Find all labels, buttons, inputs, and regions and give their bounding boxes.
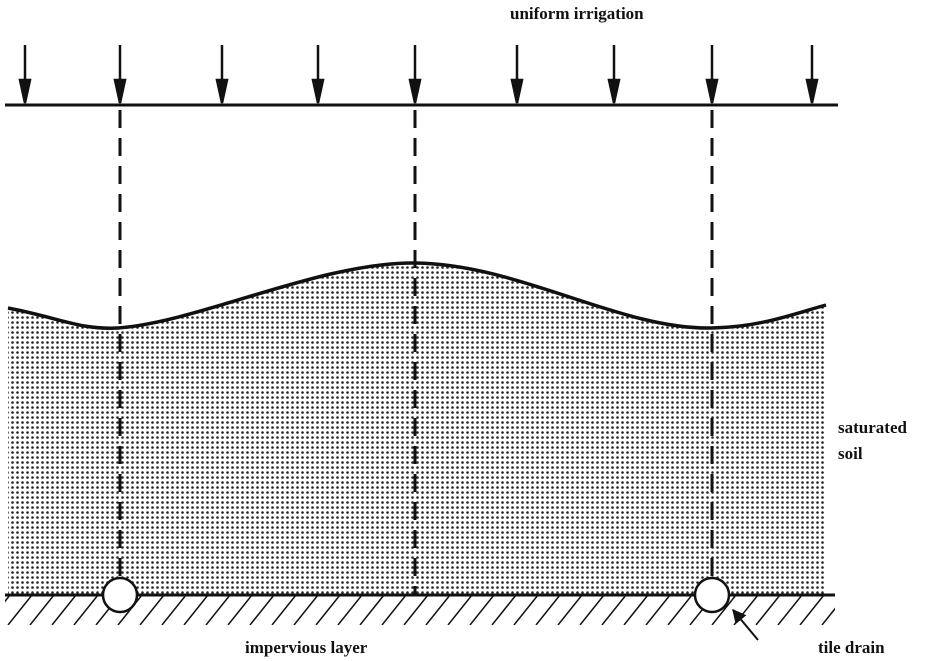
arrow-head [805,78,819,104]
hatch-line [73,595,99,625]
arrow-head [408,78,422,104]
hatch-line [7,595,33,625]
hatch-line [601,595,627,625]
arrow-head [510,78,524,104]
drain-pointer [732,608,759,641]
hatch-line [667,595,693,625]
hatch-line [645,595,671,625]
hatch-line [139,595,165,625]
hatch-line [5,595,11,603]
hatch-line [821,607,835,625]
drain-label: tile drain [818,638,885,657]
hatch-line [227,595,253,625]
hatch-line [535,595,561,625]
hatch-line [491,595,517,625]
hatch-line [799,595,825,625]
hatch-line [623,595,649,625]
hatch-line [557,595,583,625]
hatch-line [183,595,209,625]
saturated-zone [8,262,826,595]
hatch-line [711,595,737,625]
hatch-line [161,595,187,625]
tile-drains [101,576,731,614]
hatch-line [249,595,275,625]
hatch-line [205,595,231,625]
arrow-head [113,78,127,104]
arrow-head [607,78,621,104]
hatch-line [293,595,319,625]
hatch-line [777,595,803,625]
arrow-head [18,78,32,104]
hatch-line [579,595,605,625]
hatch-line [29,595,55,625]
hatch-line [447,595,473,625]
hatch-line [469,595,495,625]
hatch-line [381,595,407,625]
hatch-line [425,595,451,625]
hatch-line [315,595,341,625]
hatch-line [51,595,77,625]
hatch-line [337,595,363,625]
hatch-line [513,595,539,625]
hatch-line [403,595,429,625]
arrow-head [705,78,719,104]
hatch-line [755,595,781,625]
arrow-head [311,78,325,104]
arrow-head [215,78,229,104]
hatch-line [359,595,385,625]
hatch-line [844,595,868,625]
irrigation-arrows [18,45,819,104]
hatch-line [271,595,297,625]
irrigation-label: uniform irrigation [510,4,644,23]
soil-label: saturated soil [838,418,907,463]
divides [118,110,714,595]
hatch-line [733,595,759,625]
layer-label: impervious layer [245,638,368,657]
